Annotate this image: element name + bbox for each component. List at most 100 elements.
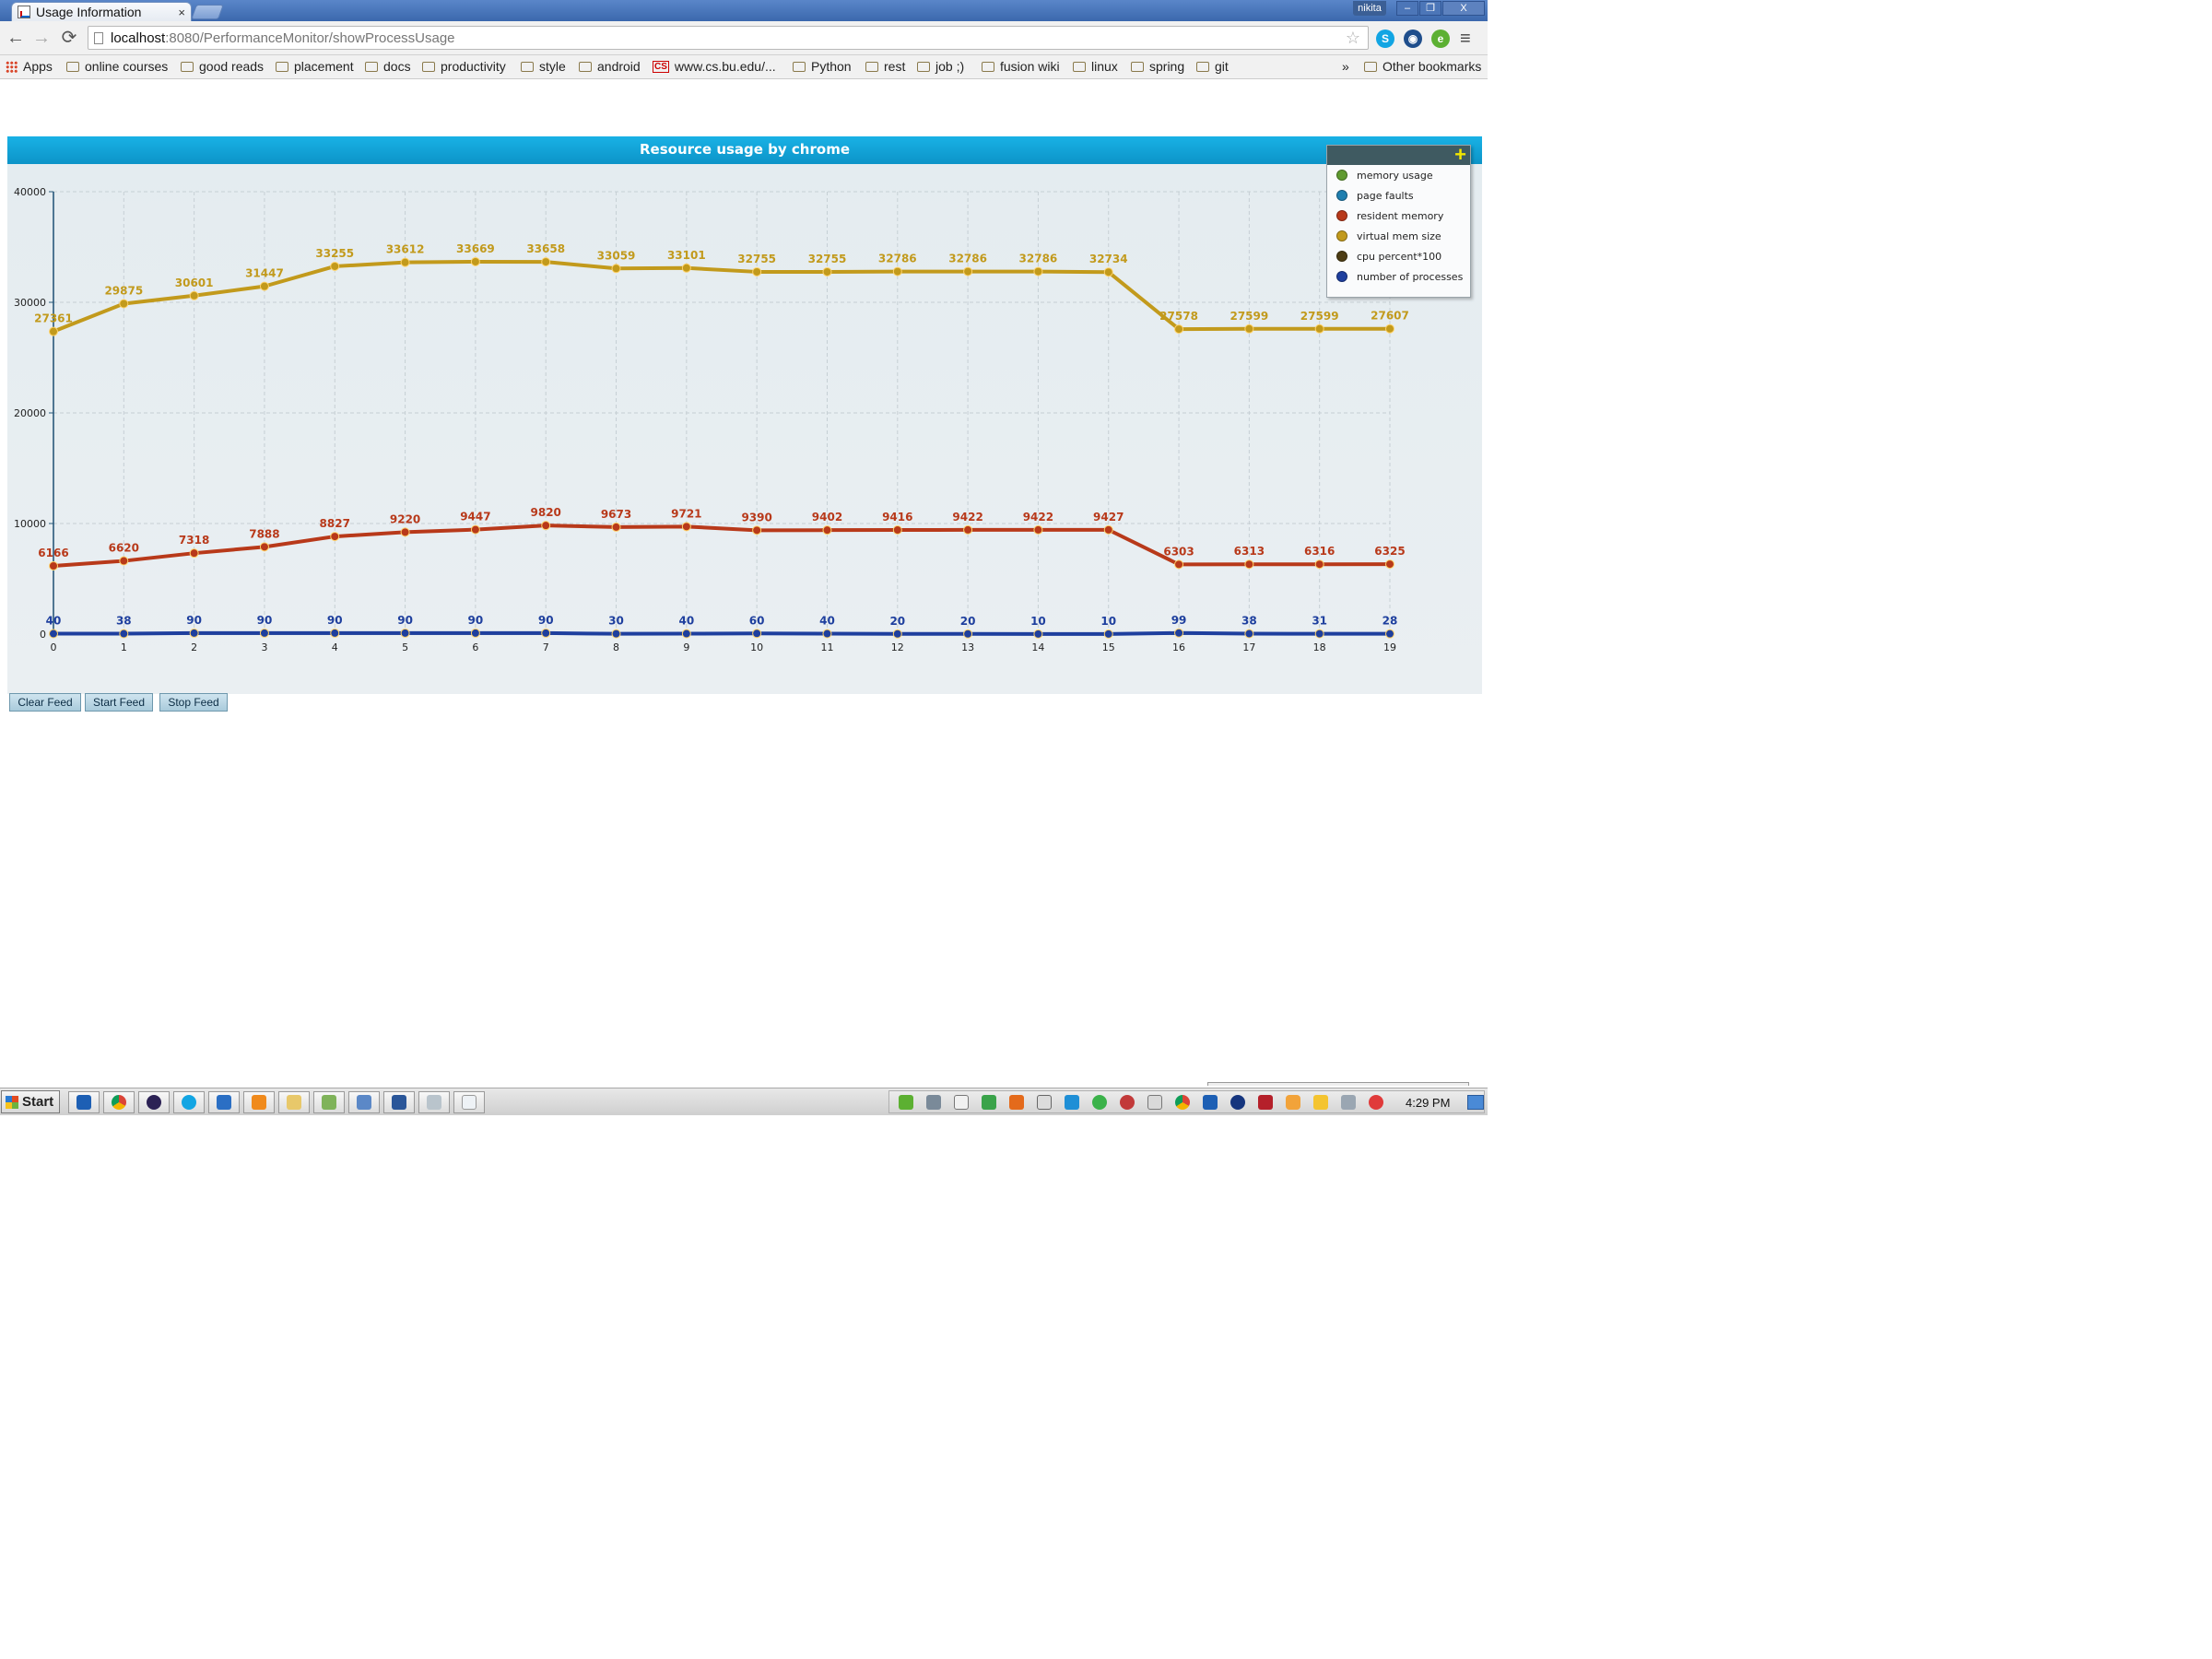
taskbar-chat[interactable] [453,1091,485,1113]
display-tray-icon[interactable] [1341,1095,1356,1110]
volume-muted-tray-icon[interactable] [1369,1095,1383,1110]
java-tray-icon[interactable] [1009,1095,1024,1110]
skype-extension-icon[interactable]: S [1376,29,1394,48]
url-path: :8080/PerformanceMonitor/showProcessUsag… [165,29,455,46]
tray-app-icon[interactable] [1313,1095,1328,1110]
tab-close-icon[interactable]: × [178,5,185,19]
bookmark-good-reads[interactable]: good reads [181,59,264,74]
taskbar-chrome[interactable] [103,1091,135,1113]
bookmark-placement[interactable]: placement [276,59,354,74]
folder-icon [1131,61,1144,72]
document-tray-icon[interactable] [954,1095,969,1110]
chrome-menu-icon[interactable]: ≡ [1460,29,1471,49]
taskbar-word[interactable] [383,1091,415,1113]
taskbar-eclipse[interactable] [138,1091,170,1113]
maximize-button[interactable]: ❐ [1419,1,1441,16]
minimize-button[interactable]: – [1396,1,1418,16]
bookmark-cs-bu[interactable]: CS www.cs.bu.edu/... [653,59,776,74]
legend-header: + [1327,143,1470,166]
show-desktop-button[interactable] [1467,1095,1484,1110]
bookmark-apps[interactable]: Apps [6,59,53,74]
address-bar[interactable]: localhost :8080/PerformanceMonitor/showP… [88,26,1369,50]
tab-title: Usage Information [36,5,142,19]
start-feed-button[interactable]: Start Feed [85,693,153,712]
legend-toggle-plus-icon[interactable]: + [1454,143,1466,166]
clear-feed-button[interactable]: Clear Feed [9,693,81,712]
check-tray-icon[interactable] [982,1095,996,1110]
chrome-tray-icon[interactable] [1175,1095,1190,1110]
taskbar-notepad[interactable] [313,1091,345,1113]
bookmark-android[interactable]: android [579,59,641,74]
bookmark-other[interactable]: Other bookmarks [1364,59,1481,74]
back-arrow-icon[interactable]: ← [6,28,25,48]
bookmark-productivity[interactable]: productivity [422,59,506,74]
data-label-virtual-mem-size: 33612 [386,243,425,256]
legend-item-resident-memory[interactable]: resident memory [1327,206,1470,226]
user-profile-badge[interactable]: nikita [1353,1,1386,16]
sync-tray-icon[interactable] [1092,1095,1107,1110]
globe-extension-icon[interactable]: ◉ [1404,29,1422,48]
data-point-number-of-processes [892,629,902,639]
reload-icon[interactable]: ⟳ [61,28,77,48]
legend-item-virtual-mem-size[interactable]: virtual mem size [1327,226,1470,246]
taskbar-tool[interactable] [418,1091,450,1113]
system-clock[interactable]: 4:29 PM [1406,1096,1451,1110]
bell-tray-icon[interactable] [1147,1095,1162,1110]
bookmark-job[interactable]: job ;) [917,59,964,74]
taskbar-explorer[interactable] [278,1091,310,1113]
folder-icon [276,61,288,72]
stop-feed-button[interactable]: Stop Feed [159,693,228,712]
forward-arrow-icon[interactable]: → [32,28,51,48]
legend-item-page-faults[interactable]: page faults [1327,185,1470,206]
bookmark-python[interactable]: Python [793,59,852,74]
network-tray-icon[interactable] [926,1095,941,1110]
bookmark-docs[interactable]: docs [365,59,411,74]
data-label-virtual-mem-size: 33101 [667,249,706,262]
data-label-number-of-processes: 90 [257,614,273,627]
skype-icon [182,1095,196,1110]
taskbar-outlook[interactable] [68,1091,100,1113]
x-tick-label: 15 [1102,641,1115,653]
x-tick-label: 13 [961,641,974,653]
chart-title: Resource usage by chrome [640,141,850,158]
taskbar-lync[interactable] [208,1091,240,1113]
browser-tab[interactable]: Usage Information × [11,2,192,21]
legend-item-cpu-percent[interactable]: cpu percent*100 [1327,246,1470,266]
bookmark-git[interactable]: git [1196,59,1229,74]
bookmark-online-courses[interactable]: online courses [66,59,168,74]
taskbar-orange-app[interactable] [243,1091,275,1113]
new-tab-button[interactable] [191,5,224,19]
data-point-resident-memory [1244,559,1254,570]
tray-app-icon[interactable] [1065,1095,1079,1110]
data-point-resident-memory [1033,524,1043,535]
outlook-tray-icon[interactable] [1203,1095,1218,1110]
x-tick-label: 3 [261,641,267,653]
legend-swatch [1336,230,1347,241]
data-point-virtual-mem-size [189,290,199,300]
folder-icon [521,61,534,72]
bookmark-rest[interactable]: rest [865,59,905,74]
start-button[interactable]: Start [1,1090,60,1113]
taskbar-skype[interactable] [173,1091,205,1113]
bookmark-fusion-wiki[interactable]: fusion wiki [982,59,1060,74]
bookmarks-overflow-button[interactable]: » [1342,59,1349,74]
close-window-button[interactable]: X [1442,1,1485,16]
mcafee-tray-icon[interactable] [1258,1095,1273,1110]
y-tick-label: 0 [40,629,46,641]
data-label-virtual-mem-size: 32755 [737,253,776,265]
evernote-tray-icon[interactable] [899,1095,913,1110]
bookmark-linux[interactable]: linux [1073,59,1118,74]
taskbar-remote-desktop[interactable] [348,1091,380,1113]
legend-item-number-of-processes[interactable]: number of processes [1327,266,1470,287]
folder-tray-icon[interactable] [1286,1095,1300,1110]
bookmark-star-icon[interactable]: ☆ [1345,29,1360,47]
blocked-tray-icon[interactable] [1120,1095,1135,1110]
lightning-tray-icon[interactable] [1230,1095,1245,1110]
legend-item-memory-usage[interactable]: memory usage [1327,165,1470,185]
folder-icon [1073,61,1086,72]
data-label-resident-memory: 7318 [179,534,209,547]
evernote-extension-icon[interactable]: e [1431,29,1450,48]
bookmark-style[interactable]: style [521,59,566,74]
bookmark-spring[interactable]: spring [1131,59,1184,74]
windows-tray-icon[interactable] [1037,1095,1052,1110]
